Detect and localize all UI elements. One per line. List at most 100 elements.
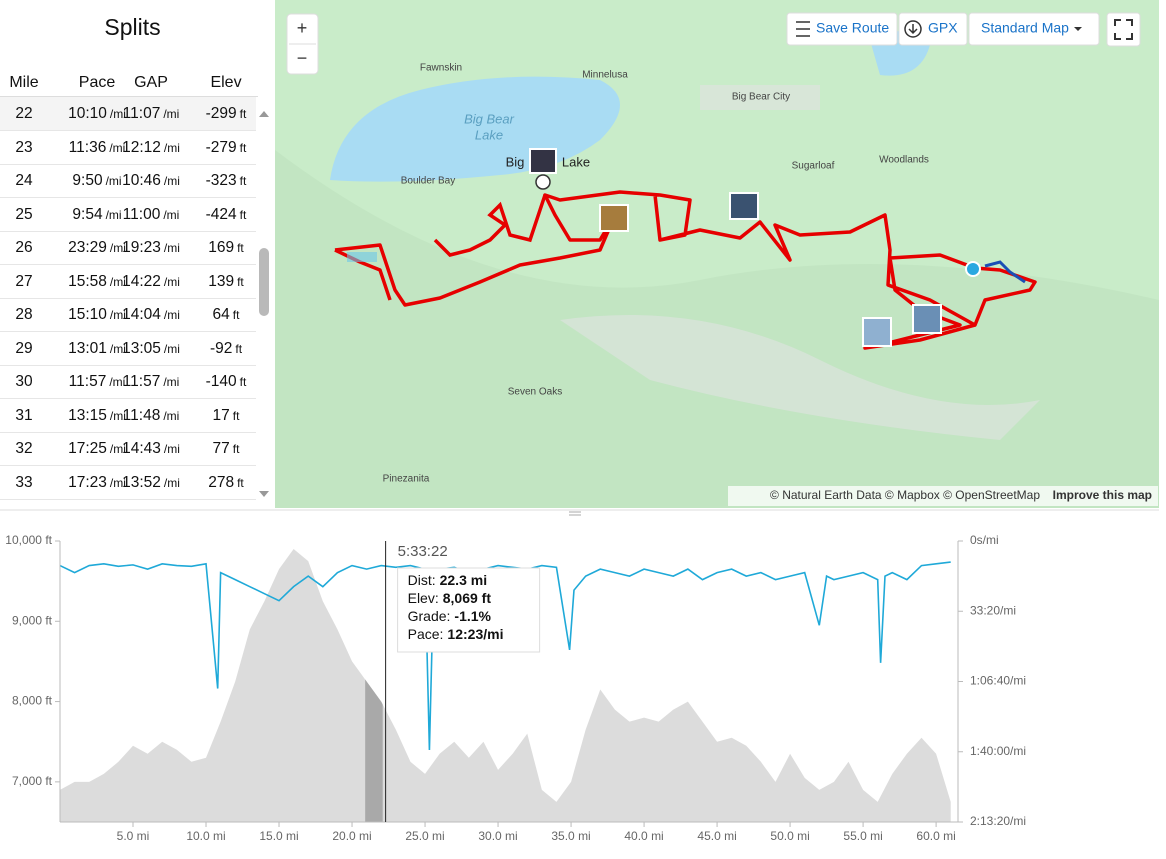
tooltip-key: Pace:: [408, 626, 444, 642]
split-value: 11:57: [68, 373, 107, 390]
unit: /mi: [109, 475, 126, 490]
unit: /mi: [163, 274, 180, 289]
unit: ft: [239, 140, 247, 155]
split-value: 14:22: [122, 272, 161, 290]
y2-tick-label: 1:06:40/mi: [970, 674, 1026, 688]
y-tick-label: 9,000 ft: [12, 613, 53, 627]
zoom-in[interactable]: +: [297, 18, 308, 38]
tooltip-value: 22.3 mi: [440, 572, 487, 588]
improve-map-link[interactable]: Improve this map: [1053, 488, 1152, 502]
split-value: 9:54: [72, 205, 103, 223]
split-row[interactable]: 27 15:58/mi 14:22/mi 139 ft: [0, 265, 256, 299]
photo[interactable]: [599, 204, 629, 232]
split-value: 11:07: [122, 105, 161, 122]
unit: /mi: [109, 107, 126, 121]
x-tick-label: 25.0 mi: [405, 829, 444, 843]
split-cell: 26: [0, 239, 64, 257]
map[interactable]: Fawnskin Minnelusa Big Bear City Big Bea…: [275, 0, 1159, 508]
unit: ft: [232, 408, 240, 423]
unit: /mi: [109, 442, 126, 456]
split-cell: 11:07/mi: [111, 105, 191, 123]
route: [334, 190, 1037, 350]
split-row[interactable]: 22 10:10/mi 11:07/mi -299 ft: [0, 97, 256, 131]
elevation-chart[interactable]: 7,000 ft 8,000 ft 9,000 ft 10,000 ft 0s/mi 33…: [5, 533, 1026, 843]
photo[interactable]: [862, 317, 892, 347]
unit: ft: [232, 308, 240, 322]
x-tick-label: 40.0 mi: [624, 829, 663, 843]
split-value: 22: [15, 105, 33, 122]
x-tick-label: 35.0 mi: [551, 829, 590, 843]
photo[interactable]: [529, 148, 557, 174]
split-row[interactable]: 33 17:23/mi 13:52/mi 278 ft: [0, 466, 256, 500]
split-value: 15:58: [68, 272, 107, 290]
split-row[interactable]: 23 11:36/mi 12:12/mi -279 ft: [0, 131, 256, 165]
split-value: 11:00: [122, 205, 161, 223]
photo[interactable]: [912, 304, 942, 334]
unit: /mi: [163, 207, 180, 222]
unit: ft: [232, 442, 240, 456]
split-value: 32: [15, 440, 33, 457]
split-cell: 23:29/mi: [57, 239, 137, 257]
split-cell: 11:00/mi: [111, 206, 191, 224]
split-cell: 15:58/mi: [57, 273, 137, 291]
split-value: -424: [205, 205, 237, 223]
split-row[interactable]: 31 13:15/mi 11:48/mi 17 ft: [0, 399, 256, 433]
lake-label: Big Bear: [464, 111, 515, 126]
start-point: [965, 261, 981, 277]
elevation-area: [60, 549, 951, 822]
split-value: 139: [208, 272, 235, 290]
tooltip-row: Pace: 12:23/mi: [408, 626, 504, 642]
split-value: -140: [205, 373, 237, 390]
photo[interactable]: [729, 192, 759, 220]
column-header: Mile: [9, 74, 39, 91]
split-cell: 10:46/mi: [111, 172, 191, 190]
split-cell: -424 ft: [186, 206, 266, 224]
split-value: 11:57: [122, 373, 161, 390]
split-row[interactable]: 26 23:29/mi 19:23/mi 169 ft: [0, 231, 256, 265]
split-row[interactable]: 32 17:25/mi 14:43/mi 77 ft: [0, 432, 256, 466]
split-row[interactable]: 29 13:01/mi 13:05/mi -92 ft: [0, 332, 256, 366]
attribution: © Natural Earth Data © Mapbox © OpenStre…: [770, 488, 1040, 502]
split-row[interactable]: 28 15:10/mi 14:04/mi 64 ft: [0, 298, 256, 332]
split-cell: 13:05/mi: [111, 340, 191, 358]
split-value: 9:50: [72, 172, 103, 189]
split-row[interactable]: 24 9:50/mi 10:46/mi -323 ft: [0, 164, 256, 198]
tooltip-row: Dist: 22.3 mi: [408, 572, 487, 588]
save-route-button[interactable]: [786, 12, 898, 46]
split-value: 33: [15, 473, 33, 491]
split-cell: 11:57/mi: [57, 373, 137, 391]
split-value: 64: [212, 306, 230, 323]
y-tick-label: 8,000 ft: [12, 694, 53, 708]
x-tick-label: 5.0 mi: [117, 829, 150, 843]
place-label: Sugarloaf: [792, 161, 835, 172]
split-row[interactable]: 30 11:57/mi 11:57/mi -140 ft: [0, 365, 256, 399]
unit: /mi: [109, 341, 126, 356]
split-value: 24: [15, 172, 33, 189]
split-cell: 25: [0, 206, 64, 224]
place-label: Boulder Bay: [401, 176, 455, 187]
x-tick-label: 50.0 mi: [770, 829, 809, 843]
split-value: 17: [212, 406, 230, 424]
map-style-dropdown[interactable]: [968, 12, 1100, 46]
split-value: 13:05: [122, 339, 161, 357]
y2-tick-label: 33:20/mi: [970, 603, 1016, 617]
tooltip-value: -1.1%: [454, 608, 491, 624]
scrollbar[interactable]: [256, 100, 272, 505]
y2-tick-label: 2:13:20/mi: [970, 814, 1026, 828]
zoom-out[interactable]: −: [297, 48, 308, 68]
x-tick-label: 60.0 mi: [916, 829, 955, 843]
resize-handle[interactable]: [569, 511, 581, 516]
split-row[interactable]: 25 9:54/mi 11:00/mi -424 ft: [0, 198, 256, 232]
x-tick-label: 10.0 mi: [186, 829, 225, 843]
split-value: 77: [212, 440, 230, 457]
split-cell: 17:25/mi: [57, 440, 137, 458]
gpx-label: GPX: [928, 20, 958, 36]
fullscreen-button[interactable]: [1106, 12, 1141, 47]
split-value: 13:52: [122, 473, 161, 491]
split-cell: -140 ft: [186, 373, 266, 391]
y2-tick-label: 0s/mi: [970, 533, 999, 547]
y-tick-label: 7,000 ft: [12, 774, 53, 788]
split-value: 28: [15, 306, 33, 323]
